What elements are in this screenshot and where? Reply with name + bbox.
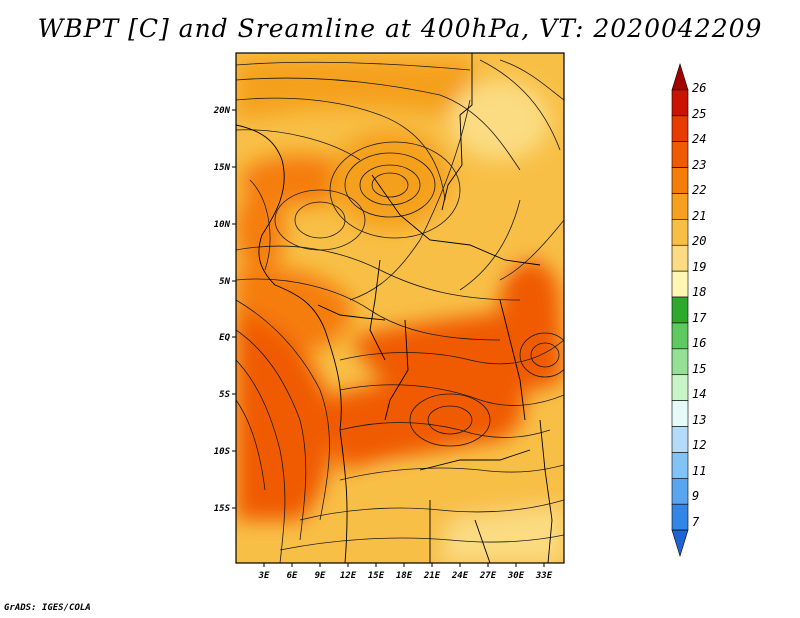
colorbar-label: 23	[692, 158, 706, 172]
lat-label: 10S	[214, 447, 231, 457]
lon-label: 18E	[396, 571, 413, 581]
colorbar-label: 12	[692, 438, 706, 452]
colorbar-label: 25	[692, 107, 706, 121]
lon-axis: 3E 6E 9E 12E 15E 18E 21E 24E 27E 30E 33E	[258, 563, 553, 581]
colorbar-segment	[671, 296, 689, 324]
colorbar-label: 9	[692, 489, 699, 503]
lat-label: 5S	[219, 390, 230, 400]
colorbar-label: 13	[692, 413, 706, 427]
colorbar-label: 18	[692, 285, 706, 299]
colorbar-segment	[671, 270, 689, 298]
colorbar-segment	[671, 115, 689, 142]
lon-label: 6E	[287, 571, 298, 581]
colorbar-segment	[671, 89, 689, 117]
colorbar-label: 15	[692, 362, 706, 376]
lon-label: 3E	[258, 571, 270, 581]
colorbar-segment	[671, 400, 689, 427]
colorbar-segment	[671, 141, 689, 168]
colorbar-label: 14	[692, 387, 706, 401]
colorbar-segment	[671, 452, 689, 479]
lat-label: 15N	[214, 163, 231, 173]
colorbar-top-arrow	[671, 62, 689, 91]
colorbar-segment	[671, 348, 689, 376]
colorbar-segment	[671, 167, 689, 194]
colorbar: 26 25 24 23 22 21 20 19 18 17 16 15 14 1…	[671, 62, 707, 558]
lon-label: 30E	[507, 571, 525, 581]
colorbar-bottom-arrow	[671, 529, 689, 558]
colorbar-segments	[671, 62, 689, 558]
lon-label: 24E	[451, 571, 469, 581]
lat-axis: 20N 15N 10N 5N EQ 5S 10S 15S	[213, 106, 236, 514]
colorbar-segment	[671, 193, 689, 220]
lon-label: 15E	[368, 571, 385, 581]
colorbar-label: 26	[692, 81, 706, 95]
colorbar-label: 19	[692, 260, 706, 274]
temperature-field	[236, 53, 564, 563]
colorbar-segment	[671, 244, 689, 272]
chart-title: WBPT [C] and Sreamline at 400hPa, VT: 20…	[37, 14, 763, 43]
colorbar-label: 11	[692, 464, 706, 478]
lon-label: 21E	[423, 571, 441, 581]
lat-label: 10N	[214, 220, 231, 230]
colorbar-segment	[671, 374, 689, 401]
lat-label: 15S	[214, 504, 231, 514]
lat-label: 20N	[213, 106, 231, 116]
colorbar-segment	[671, 219, 689, 246]
colorbar-label: 22	[692, 183, 706, 197]
colorbar-label: 16	[692, 336, 706, 350]
colorbar-label: 7	[692, 515, 700, 529]
colorbar-segment	[671, 322, 689, 350]
lat-label: 5N	[219, 277, 230, 287]
colorbar-segment	[671, 426, 689, 453]
colorbar-segment	[671, 503, 689, 531]
colorbar-segment	[671, 478, 689, 505]
colorbar-label: 24	[692, 132, 706, 146]
lon-label: 27E	[479, 571, 497, 581]
lat-label: EQ	[219, 333, 230, 343]
colorbar-label: 21	[692, 209, 706, 223]
country-borders	[236, 53, 553, 563]
lon-label: 12E	[340, 571, 357, 581]
colorbar-labels: 26 25 24 23 22 21 20 19 18 17 16 15 14 1…	[692, 81, 707, 529]
lon-label: 9E	[315, 571, 326, 581]
lon-label: 33E	[535, 571, 553, 581]
plot-frame	[235, 52, 565, 564]
credit-text: GrADS: IGES/COLA	[4, 603, 91, 613]
colorbar-label: 20	[692, 234, 706, 248]
colorbar-label: 17	[692, 311, 707, 325]
streamlines	[236, 59, 564, 563]
